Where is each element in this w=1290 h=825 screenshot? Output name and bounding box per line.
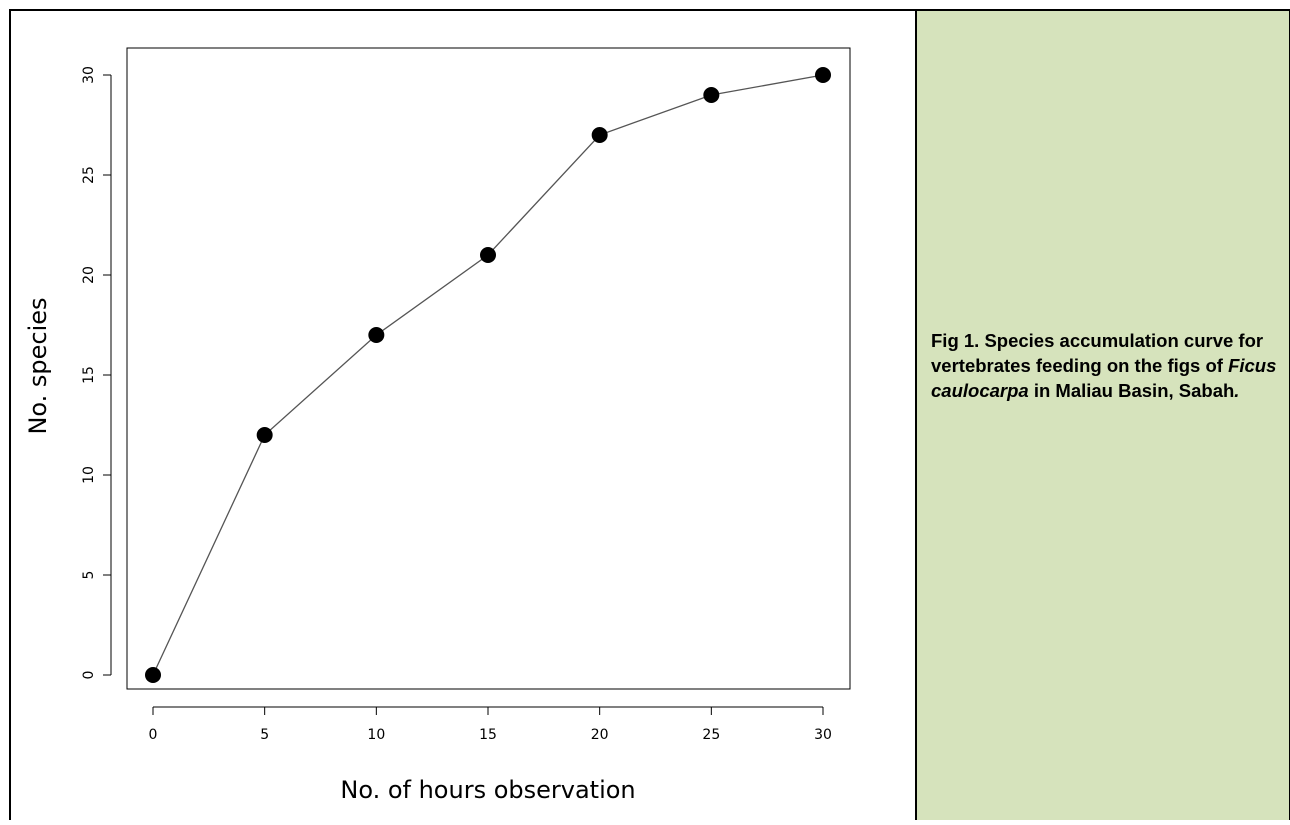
series-line-group xyxy=(152,74,824,676)
data-point xyxy=(145,667,161,683)
x-tick-label: 5 xyxy=(260,727,269,743)
y-axis: 0 5 10 15 20 25 30 xyxy=(81,66,112,680)
data-point xyxy=(368,327,385,343)
data-point xyxy=(815,67,831,83)
y-tick-label: 25 xyxy=(81,166,97,184)
x-axis-title: No. of hours observation xyxy=(340,776,635,804)
caption-location: in Maliau Basin, Sabah xyxy=(1028,380,1235,401)
x-axis: 0 5 10 15 20 25 30 xyxy=(149,706,832,743)
x-tick-label: 25 xyxy=(702,727,720,743)
data-point xyxy=(256,427,273,443)
y-tick-label: 5 xyxy=(81,571,97,580)
y-tick-label: 20 xyxy=(81,266,97,284)
y-tick-label: 10 xyxy=(81,466,97,484)
species-accumulation-chart: 0 5 10 15 20 25 30 0 5 10 15 20 25 30 No. of hours o… xyxy=(24,47,851,804)
series-line xyxy=(152,74,824,676)
x-tick-label: 15 xyxy=(479,727,497,743)
y-axis-title: No. species xyxy=(24,297,52,434)
x-tick-label: 10 xyxy=(367,727,385,743)
caption-text: Fig 1. Species accumulation curve for ve… xyxy=(931,330,1264,376)
figure-caption: Fig 1. Species accumulation curve for ve… xyxy=(931,328,1281,403)
plot-box xyxy=(126,47,851,690)
x-tick-label: 20 xyxy=(591,727,609,743)
y-tick-label: 30 xyxy=(81,66,97,84)
data-point xyxy=(591,127,608,143)
chart-panel: 0 5 10 15 20 25 30 0 5 10 15 20 25 30 No. of hours o… xyxy=(11,11,915,820)
caption-species-name: Ficus caulocarpa xyxy=(931,355,1277,401)
x-tick-label: 30 xyxy=(814,727,832,743)
y-tick-label: 0 xyxy=(81,671,97,680)
y-tick-label: 15 xyxy=(81,366,97,384)
caption-panel: Fig 1. Species accumulation curve for ve… xyxy=(917,11,1289,820)
x-tick-label: 0 xyxy=(149,727,158,743)
series-points-group xyxy=(145,67,831,683)
caption-period: . xyxy=(1234,380,1240,401)
data-point xyxy=(703,87,720,103)
cell-divider xyxy=(915,11,917,820)
data-point xyxy=(480,247,496,263)
